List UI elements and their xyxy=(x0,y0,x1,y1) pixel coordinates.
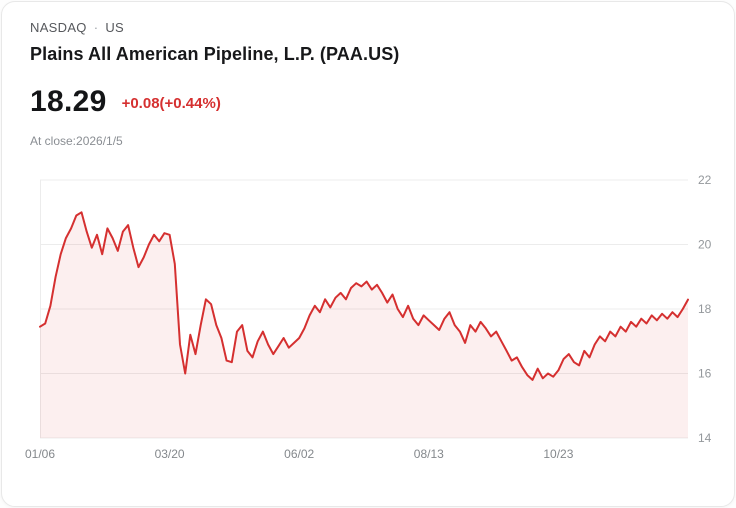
price-change: +0.08(+0.44%) xyxy=(121,95,221,112)
price-area-fill xyxy=(40,212,688,438)
y-axis-tick-label: 18 xyxy=(698,302,712,316)
price-chart[interactable]: 14 16 18 20 22 01/06 03/20 06/02 08/13 10/23 xyxy=(25,170,735,470)
x-axis-tick-label: 10/23 xyxy=(543,447,573,461)
region-label: US xyxy=(105,20,125,35)
separator-dot: · xyxy=(93,20,99,35)
y-axis-tick-label: 14 xyxy=(698,431,712,445)
price-row: 18.29 +0.08(+0.44%) xyxy=(30,85,706,119)
price-line xyxy=(39,211,689,381)
current-price: 18.29 xyxy=(30,85,107,118)
exchange-label: NASDAQ xyxy=(30,20,87,35)
page-title: Plains All American Pipeline, L.P. (PAA.… xyxy=(30,44,400,64)
x-axis-tick-label: 06/02 xyxy=(284,447,314,461)
chart-svg[interactable]: 14 16 18 20 22 01/06 03/20 06/02 08/13 10/23 xyxy=(25,170,735,470)
as-of-label: At close:2026/1/5 xyxy=(30,134,123,148)
x-axis-tick-label: 03/20 xyxy=(155,447,185,461)
x-axis-tick-label: 01/06 xyxy=(25,447,55,461)
y-axis-tick-label: 20 xyxy=(698,238,712,252)
x-axis-tick-label: 08/13 xyxy=(414,447,444,461)
quote-header: NASDAQ · US Plains All American Pipeline… xyxy=(2,2,734,148)
y-axis-tick-label: 22 xyxy=(698,173,712,187)
y-axis-tick-label: 16 xyxy=(698,367,712,381)
exchange-row: NASDAQ · US xyxy=(30,20,706,35)
